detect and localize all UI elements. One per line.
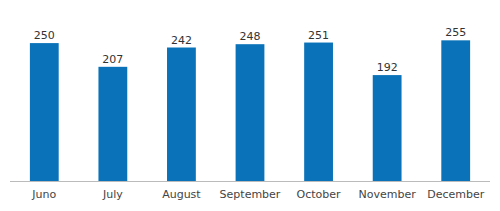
bar bbox=[441, 40, 470, 181]
bar bbox=[167, 48, 196, 181]
data-label: 250 bbox=[34, 29, 55, 42]
bar bbox=[98, 67, 127, 181]
bar bbox=[304, 43, 333, 181]
x-tick-label: August bbox=[162, 188, 201, 201]
x-tick-label: Juno bbox=[31, 188, 56, 201]
x-tick-label: September bbox=[220, 188, 281, 201]
data-label: 251 bbox=[308, 29, 329, 42]
bar bbox=[373, 75, 402, 181]
chart: 250 207 242 248 251 192 255 Juno July August Septe… bbox=[0, 0, 500, 211]
chart-container: 250 207 242 248 251 192 255 Juno July August Septe… bbox=[0, 0, 500, 211]
bar bbox=[30, 43, 59, 181]
data-label: 248 bbox=[240, 30, 261, 43]
data-label: 255 bbox=[445, 26, 466, 39]
x-tick-label: November bbox=[359, 188, 417, 201]
data-label: 207 bbox=[102, 53, 123, 66]
data-label: 242 bbox=[171, 34, 192, 47]
data-label: 192 bbox=[377, 61, 398, 74]
x-tick-label: October bbox=[297, 188, 341, 201]
bars bbox=[30, 40, 470, 181]
x-axis-line bbox=[10, 181, 490, 182]
x-tick-label: December bbox=[427, 188, 485, 201]
bar bbox=[236, 44, 265, 181]
x-tick-label: July bbox=[102, 188, 123, 201]
